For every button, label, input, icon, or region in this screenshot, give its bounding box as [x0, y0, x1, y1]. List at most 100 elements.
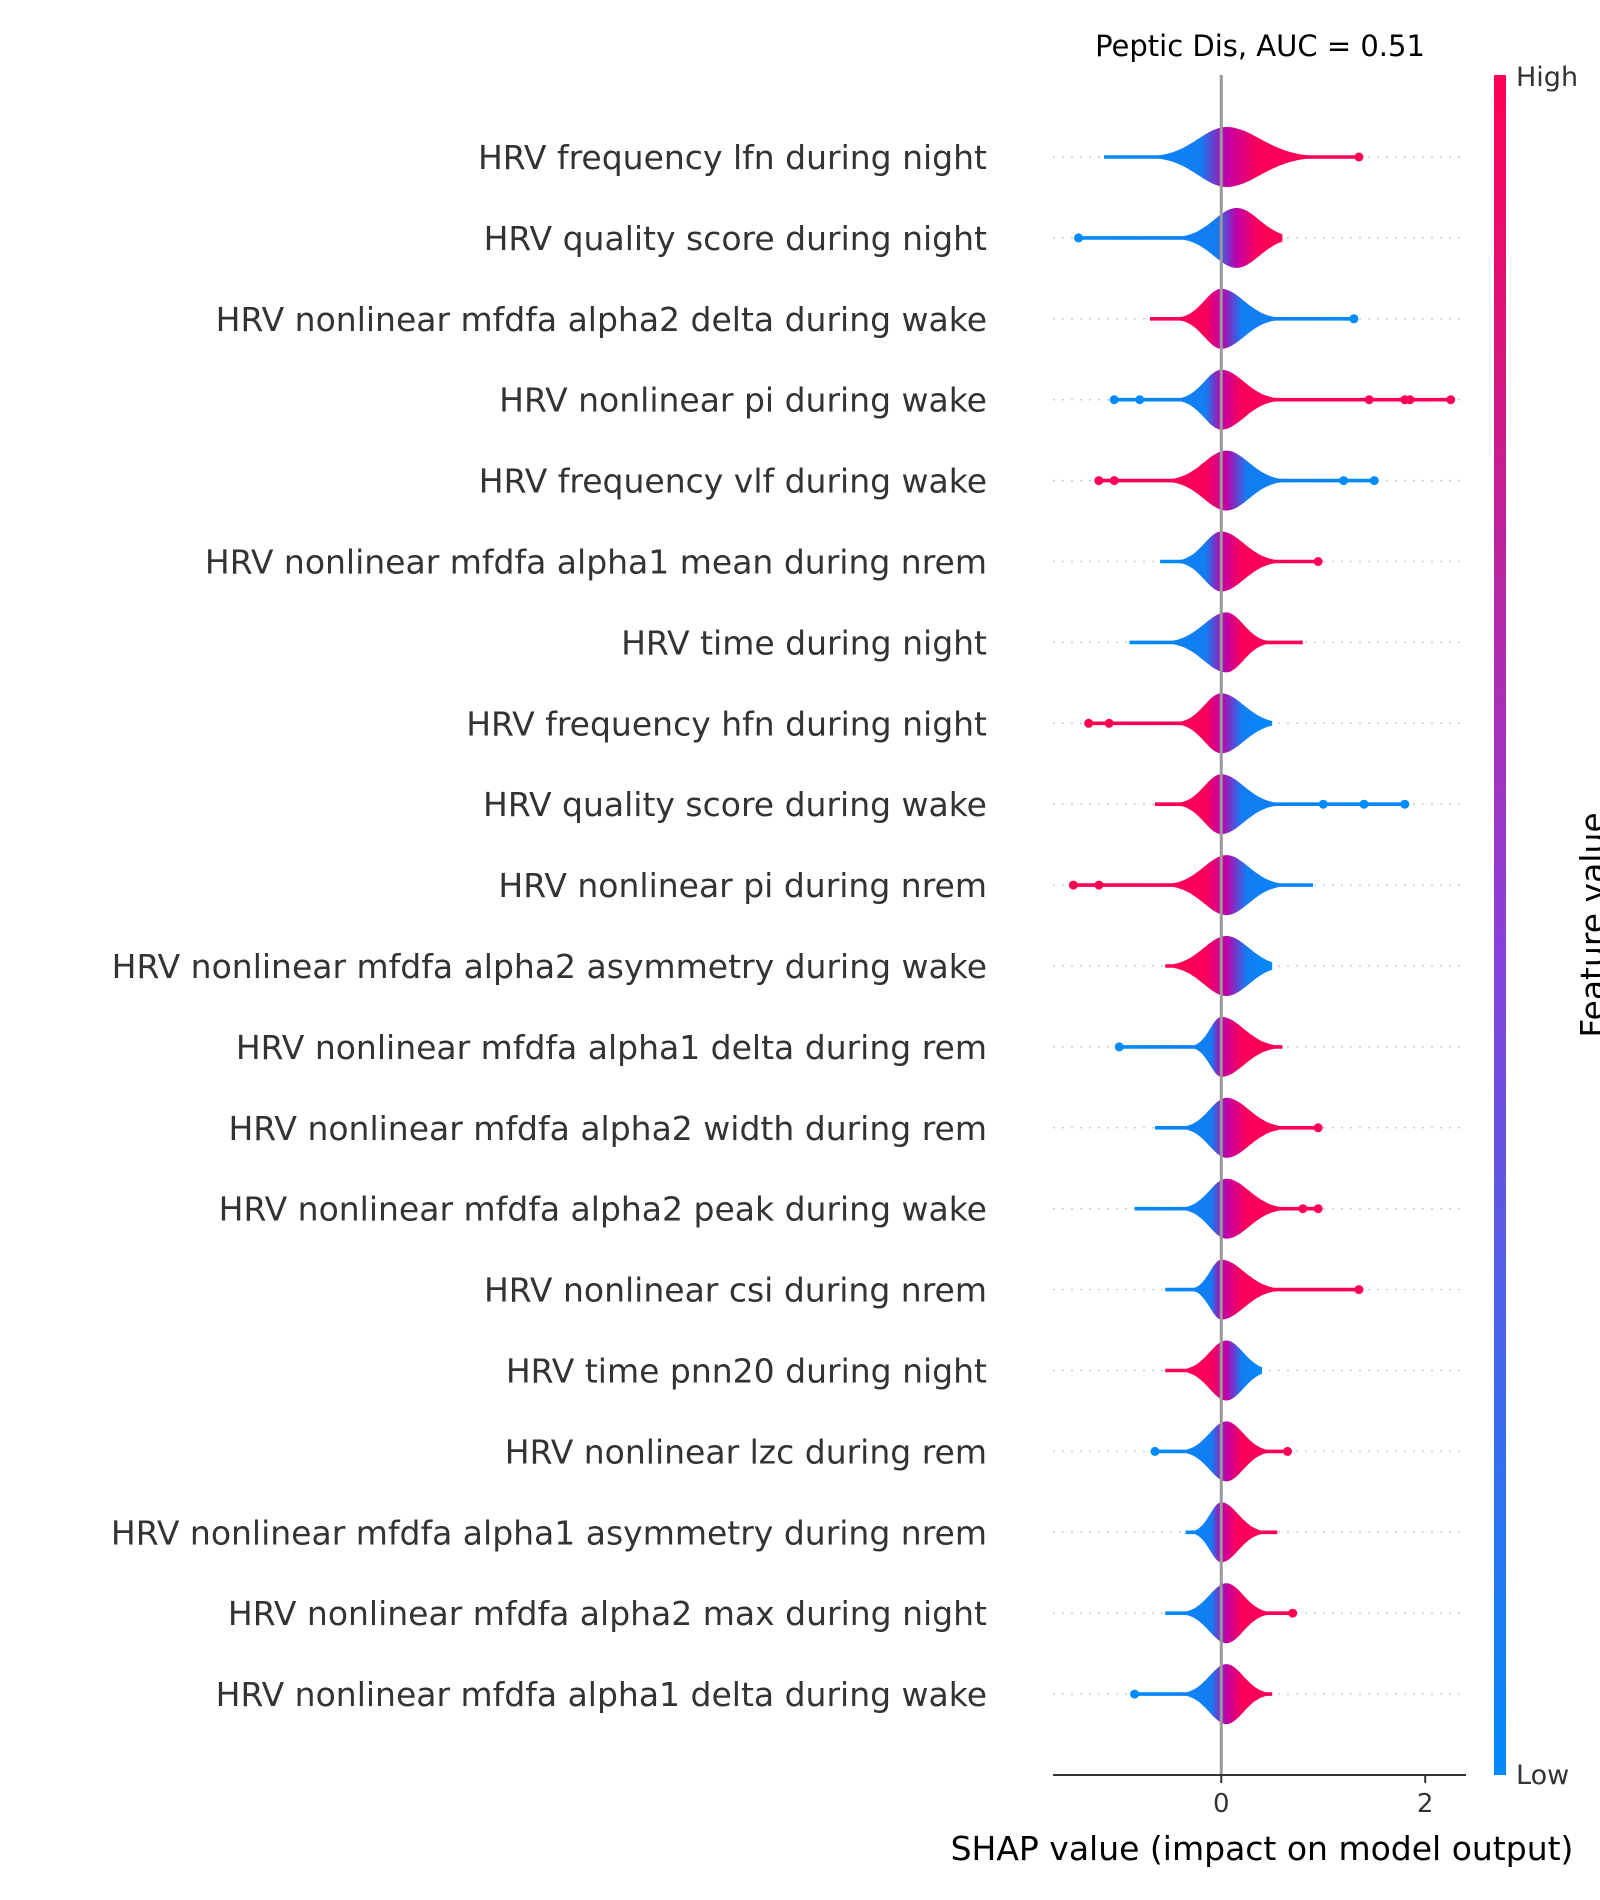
feature-row: HRV nonlinear pi during nrem — [498, 855, 1466, 916]
violin-shape — [1073, 855, 1313, 916]
outlier-point — [1068, 880, 1078, 890]
feature-row: HRV nonlinear mfdfa alpha2 delta during … — [216, 288, 1466, 349]
feature-label: HRV frequency vlf during wake — [479, 462, 987, 501]
outlier-point — [1288, 1608, 1298, 1618]
outlier-point — [1369, 476, 1379, 486]
outlier-point — [1313, 557, 1323, 566]
feature-label: HRV nonlinear mfdfa alpha2 delta during … — [216, 300, 987, 339]
outlier-point — [1094, 880, 1104, 890]
feature-row: HRV time pnn20 during night — [506, 1340, 1466, 1401]
violin-shape — [1134, 1178, 1319, 1239]
feature-row: HRV quality score during wake — [483, 774, 1466, 835]
feature-row: HRV nonlinear mfdfa alpha2 peak during w… — [219, 1178, 1466, 1239]
violin-shape — [1160, 531, 1319, 592]
outlier-point — [1114, 1042, 1124, 1052]
violin-shape — [1155, 774, 1405, 835]
feature-label: HRV frequency lfn during night — [478, 138, 987, 177]
violin-shape — [1098, 450, 1375, 511]
outlier-point — [1094, 476, 1104, 486]
colorbar-high-label: High — [1516, 62, 1578, 93]
outlier-point — [1354, 152, 1364, 162]
feature-label: HRV nonlinear csi during nrem — [484, 1271, 987, 1310]
outlier-point — [1104, 718, 1114, 728]
outlier-point — [1313, 1204, 1323, 1214]
feature-row: HRV nonlinear mfdfa alpha2 max during ni… — [228, 1583, 1466, 1644]
feature-label: HRV nonlinear mfdfa alpha2 max during ni… — [228, 1594, 987, 1633]
feature-label: HRV quality score during night — [484, 219, 987, 258]
feature-row: HRV nonlinear mfdfa alpha2 width during … — [228, 1097, 1466, 1158]
feature-row: HRV nonlinear mfdfa alpha1 delta during … — [236, 1016, 1466, 1077]
feature-label: HRV nonlinear mfdfa alpha1 delta during … — [216, 1675, 987, 1714]
outlier-point — [1405, 395, 1415, 405]
violin-shape — [1149, 288, 1354, 349]
feature-label: HRV quality score during wake — [483, 785, 987, 824]
feature-row: HRV frequency lfn during night — [478, 127, 1466, 187]
violin-shape — [1185, 1502, 1278, 1563]
violin-shape — [1165, 936, 1273, 996]
violin-shape — [1129, 612, 1303, 673]
chart-title: Peptic Dis, AUC = 0.51 — [1095, 29, 1425, 63]
x-tick-label: 2 — [1417, 1789, 1434, 1819]
feature-label: HRV nonlinear mfdfa alpha1 delta during … — [236, 1028, 987, 1067]
feature-label: HRV nonlinear lzc during rem — [505, 1432, 987, 1471]
feature-row: HRV nonlinear mfdfa alpha1 asymmetry dur… — [111, 1502, 1466, 1563]
violin-shape — [1119, 1016, 1283, 1077]
feature-row: HRV time during night — [621, 612, 1466, 673]
colorbar-title: Feature value — [1573, 812, 1600, 1037]
outlier-point — [1130, 1689, 1140, 1699]
violin-shape — [1165, 1340, 1262, 1401]
violin-shape — [1165, 1583, 1293, 1644]
feature-label: HRV nonlinear pi during nrem — [498, 866, 987, 905]
outlier-point — [1109, 476, 1119, 486]
violin-shape — [1165, 1259, 1359, 1320]
colorbar-low-label: Low — [1516, 1760, 1569, 1791]
feature-label: HRV nonlinear pi during wake — [499, 381, 987, 420]
feature-label: HRV nonlinear mfdfa alpha2 width during … — [228, 1109, 987, 1148]
feature-label: HRV nonlinear mfdfa alpha2 peak during w… — [219, 1190, 987, 1229]
outlier-point — [1349, 314, 1359, 324]
feature-rows: HRV frequency lfn during night HRV qualit… — [111, 127, 1466, 1725]
outlier-point — [1073, 233, 1083, 243]
outlier-point — [1084, 718, 1094, 728]
colorbar: High Low Feature value — [1494, 62, 1600, 1791]
feature-label: HRV time pnn20 during night — [506, 1352, 987, 1391]
outlier-point — [1135, 395, 1145, 405]
feature-row: HRV quality score during night — [484, 207, 1466, 268]
outlier-point — [1298, 1204, 1308, 1214]
violin-shape — [1155, 1097, 1319, 1158]
feature-row: HRV nonlinear mfdfa alpha1 delta during … — [216, 1664, 1466, 1725]
feature-label: HRV nonlinear mfdfa alpha2 asymmetry dur… — [112, 947, 987, 986]
outlier-point — [1354, 1285, 1364, 1295]
feature-row: HRV nonlinear csi during nrem — [484, 1259, 1466, 1320]
violin-shape — [1134, 1664, 1273, 1725]
outlier-point — [1364, 395, 1374, 405]
violin-shape — [1104, 127, 1359, 187]
feature-row: HRV nonlinear lzc during rem — [505, 1421, 1466, 1482]
feature-label: HRV nonlinear mfdfa alpha1 mean during n… — [205, 543, 987, 582]
colorbar-gradient — [1494, 75, 1506, 1775]
feature-row: HRV nonlinear mfdfa alpha1 mean during n… — [205, 531, 1466, 592]
feature-label: HRV frequency hfn during night — [466, 704, 987, 743]
outlier-point — [1150, 1446, 1160, 1456]
feature-row: HRV nonlinear pi during wake — [499, 369, 1466, 430]
outlier-point — [1109, 395, 1119, 405]
violin-shape — [1078, 207, 1283, 268]
feature-row: HRV frequency hfn during night — [466, 693, 1466, 754]
feature-row: HRV nonlinear mfdfa alpha2 asymmetry dur… — [112, 936, 1466, 996]
outlier-point — [1359, 799, 1369, 809]
outlier-point — [1339, 476, 1349, 486]
outlier-point — [1318, 799, 1328, 809]
x-axis-label: SHAP value (impact on model output) — [951, 1829, 1574, 1868]
feature-row: HRV frequency vlf during wake — [479, 450, 1466, 511]
outlier-point — [1313, 1123, 1323, 1133]
x-tick-label: 0 — [1213, 1789, 1230, 1819]
violin-shape — [1114, 369, 1451, 430]
feature-label: HRV time during night — [621, 623, 987, 662]
feature-label: HRV nonlinear mfdfa alpha1 asymmetry dur… — [111, 1513, 987, 1552]
outlier-point — [1446, 395, 1456, 405]
violin-shape — [1088, 693, 1273, 754]
outlier-point — [1283, 1446, 1293, 1456]
outlier-point — [1400, 799, 1410, 809]
